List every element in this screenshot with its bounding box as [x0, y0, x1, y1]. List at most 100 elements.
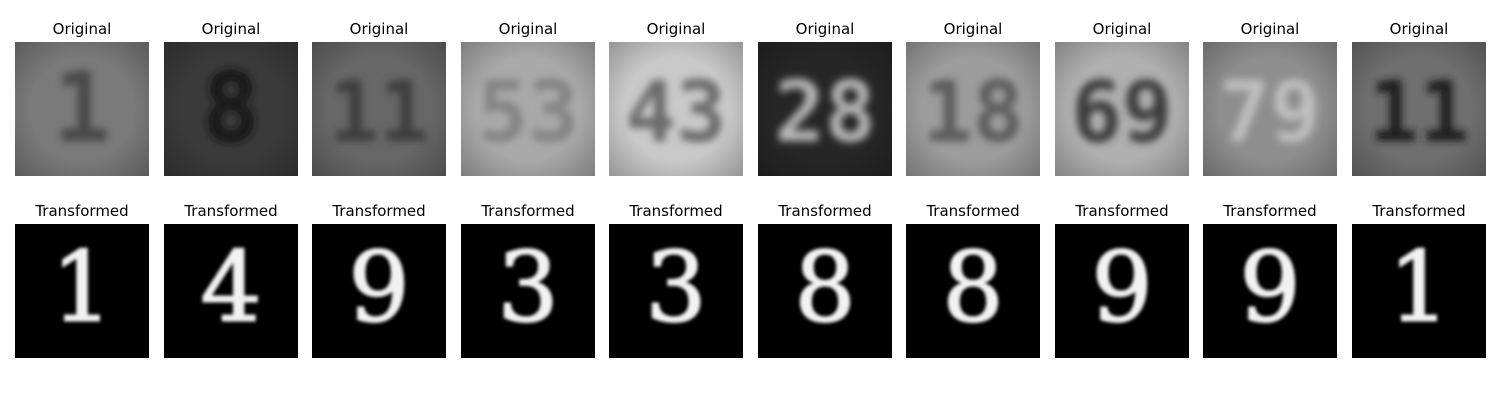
transformed-digit-image: 3	[461, 224, 595, 358]
transformed-panel-title: Transformed	[332, 202, 426, 220]
image-background	[461, 224, 595, 358]
original-panel: Original 79	[1203, 0, 1337, 400]
original-panel-title: Original	[1240, 20, 1300, 38]
image-background	[609, 224, 743, 358]
digit-glyph: 3	[497, 231, 558, 343]
transformed-digit-image: 1	[15, 224, 149, 358]
original-panel-title: Original	[795, 20, 855, 38]
image-background	[312, 224, 446, 358]
original-digit-image: 53	[461, 42, 595, 176]
original-panel: Original 53	[461, 0, 595, 400]
original-digit-image: 11	[1352, 42, 1486, 176]
digit-glyph: 9	[1091, 231, 1152, 343]
original-panel: Original 11	[1352, 0, 1486, 400]
image-background	[1203, 224, 1337, 358]
transformed-panel-title: Transformed	[926, 202, 1020, 220]
transformed-panel: Transformed 4	[164, 0, 298, 400]
transformed-digit-image: 9	[1055, 224, 1189, 358]
transformed-panel: Transformed 9	[312, 0, 446, 400]
image-background	[1055, 224, 1189, 358]
original-panel: Original 28	[758, 0, 892, 400]
transformed-digit-image: 9	[1203, 224, 1337, 358]
original-panel: Original 1	[15, 0, 149, 400]
original-digit-image: 43	[609, 42, 743, 176]
image-vignette	[758, 42, 892, 176]
transformed-panel-title: Transformed	[184, 202, 278, 220]
original-panel-title: Original	[1389, 20, 1449, 38]
digit-glyph: 11	[1368, 63, 1469, 161]
original-panel-title: Original	[943, 20, 1003, 38]
transformed-panel: Transformed 1	[15, 0, 149, 400]
original-digit-image: 11	[312, 42, 446, 176]
image-background	[1352, 224, 1486, 358]
original-panel-title: Original	[201, 20, 261, 38]
digit-glyph: 1	[53, 52, 111, 164]
image-background	[15, 224, 149, 358]
digit-glyph: 18	[922, 63, 1023, 161]
original-digit-image: 28	[758, 42, 892, 176]
transformed-panel-title: Transformed	[1075, 202, 1169, 220]
image-vignette	[15, 42, 149, 176]
transformed-panel-title: Transformed	[778, 202, 872, 220]
original-panel: Original 11	[312, 0, 446, 400]
transformed-digit-image: 8	[758, 224, 892, 358]
transformed-panel: Transformed 8	[758, 0, 892, 400]
image-vignette	[164, 42, 298, 176]
transformed-digit-image: 1	[1352, 224, 1486, 358]
original-panel-title: Original	[349, 20, 409, 38]
image-vignette	[906, 42, 1040, 176]
transformed-digit-image: 8	[906, 224, 1040, 358]
image-vignette	[1055, 42, 1189, 176]
digit-glyph: 8	[942, 231, 1003, 343]
image-vignette	[461, 42, 595, 176]
original-panel: Original 69	[1055, 0, 1189, 400]
original-panel: Original 43	[609, 0, 743, 400]
digit-glyph: 8	[202, 52, 260, 164]
original-digit-image: 8	[164, 42, 298, 176]
transformed-panel: Transformed 3	[461, 0, 595, 400]
transformed-panel: Transformed 1	[1352, 0, 1486, 400]
original-panel: Original 18	[906, 0, 1040, 400]
digit-glyph: 79	[1219, 63, 1320, 161]
transformed-panel: Transformed 9	[1203, 0, 1337, 400]
digit-glyph: 3	[645, 231, 706, 343]
transformed-panel-title: Transformed	[629, 202, 723, 220]
transformed-digit-image: 3	[609, 224, 743, 358]
digit-glyph: 43	[625, 63, 726, 161]
transformed-digit-image: 9	[312, 224, 446, 358]
transformed-panel-title: Transformed	[481, 202, 575, 220]
digit-glyph: 9	[348, 231, 409, 343]
digit-glyph: 8	[794, 231, 855, 343]
digit-glyph: 53	[477, 63, 578, 161]
image-vignette	[1203, 42, 1337, 176]
transformed-panel: Transformed 9	[1055, 0, 1189, 400]
digit-glyph: 28	[774, 63, 875, 161]
original-panel: Original 8	[164, 0, 298, 400]
image-background	[164, 224, 298, 358]
original-digit-image: 69	[1055, 42, 1189, 176]
original-panel-title: Original	[498, 20, 558, 38]
transformed-digit-image: 4	[164, 224, 298, 358]
original-digit-image: 79	[1203, 42, 1337, 176]
transformed-panel: Transformed 3	[609, 0, 743, 400]
original-digit-image: 18	[906, 42, 1040, 176]
digit-glyph: 1	[51, 231, 112, 343]
digit-glyph: 11	[328, 63, 429, 161]
transformed-panel-title: Transformed	[35, 202, 129, 220]
digit-glyph: 1	[1388, 231, 1449, 343]
digit-glyph: 69	[1071, 63, 1172, 161]
original-digit-image: 1	[15, 42, 149, 176]
transformed-panel-title: Transformed	[1223, 202, 1317, 220]
image-vignette	[312, 42, 446, 176]
image-vignette	[1352, 42, 1486, 176]
image-background	[758, 224, 892, 358]
original-panel-title: Original	[1092, 20, 1152, 38]
transformed-panel: Transformed 8	[906, 0, 1040, 400]
digit-glyph: 9	[1239, 231, 1300, 343]
digit-glyph: 4	[200, 231, 261, 343]
original-panel-title: Original	[52, 20, 112, 38]
original-panel-title: Original	[646, 20, 706, 38]
transformed-panel-title: Transformed	[1372, 202, 1466, 220]
image-background	[906, 224, 1040, 358]
